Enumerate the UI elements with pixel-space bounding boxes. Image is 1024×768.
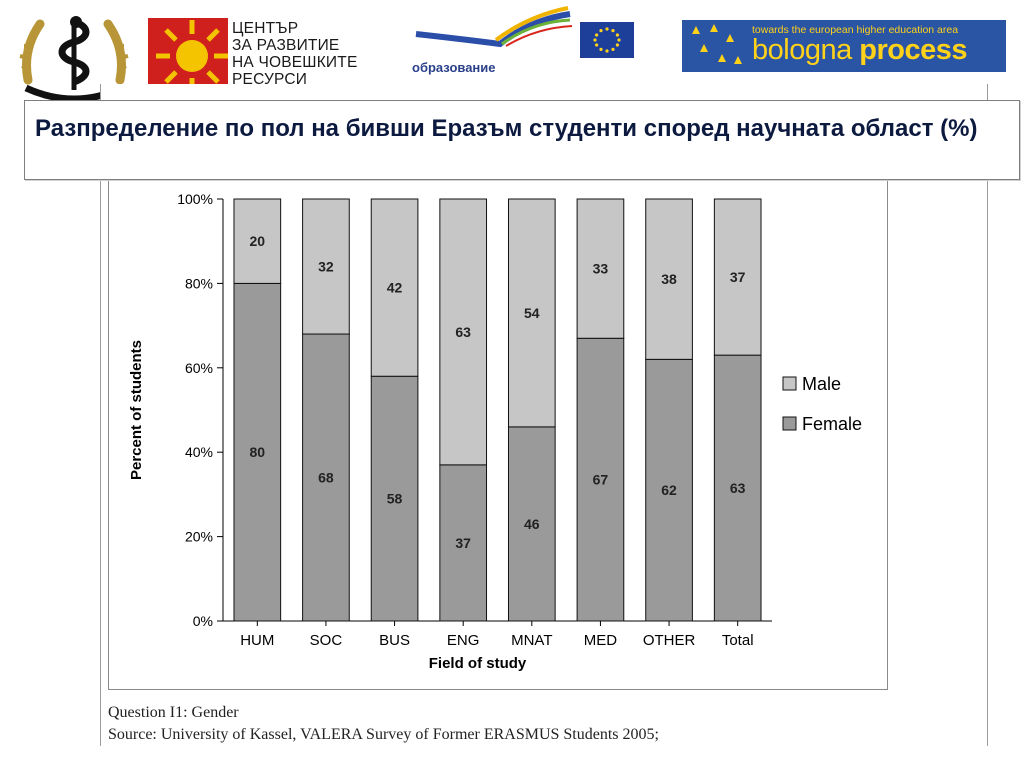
y-tick-label: 80% [185,275,213,291]
x-tick-label: HUM [240,632,274,649]
data-label: 42 [387,280,403,296]
data-label: 33 [593,261,609,277]
bar-segment-male [302,198,350,335]
org-line-2: ЗА РАЗВИТИЕ [232,37,340,54]
eu-flag-icon [580,22,634,58]
org-line-3: НА ЧОВЕШКИТЕ [232,54,358,71]
x-tick-label: ENG [447,632,480,649]
snake-staff-icon [19,16,129,103]
data-label: 20 [250,233,266,249]
title-box: Разпределение по пол на бивши Еразъм сту… [24,100,1020,180]
bologna-name-bold: process [859,34,968,66]
sun-icon [148,18,228,90]
legend-swatch-male [782,376,797,391]
stars-icon [692,24,742,64]
data-label: 62 [661,482,677,498]
y-tick-label: 60% [185,360,213,376]
swoosh-icon [415,6,573,48]
x-axis-title: Field of study [429,655,527,672]
data-label: 38 [661,271,677,287]
center-org-name: ЦЕНТЪР ЗА РАЗВИТИЕ НА ЧОВЕШКИТЕ РЕСУРСИ [232,20,392,88]
x-tick-label: Total [722,632,754,649]
data-label: 37 [455,535,471,551]
lifelong-learning-logo: образование [410,0,642,92]
bologna-tagline: towards the european higher education ar… [752,24,959,36]
stacked-bar-chart: 0% 20% 40% 60% 80% 100% 80 20 HUM 68 32 SOC 58 42 BUS 3… [128,191,862,672]
y-axis-title: Percent of students [128,340,145,480]
x-tick-label: OTHER [643,632,696,649]
x-tick-label: SOC [310,632,343,649]
university-seal-logo [18,10,130,103]
data-label: 63 [455,324,471,340]
x-tick-label: MED [584,632,618,649]
x-tick-label: MNAT [511,632,552,649]
chart-container: 0% 20% 40% 60% 80% 100% 80 20 HUM 68 32 SOC 58 42 BUS 3… [108,170,888,690]
data-label: 32 [318,259,334,275]
bar-segment-female [576,337,625,622]
bar-segment-female [645,358,693,622]
source-note: Source: University of Kassel, VALERA Sur… [108,726,659,743]
bar-segment-female [370,375,419,622]
data-label: 80 [250,444,266,460]
program-text: образование [412,60,496,75]
data-label: 37 [730,269,746,285]
bar-segment-male [576,198,625,339]
y-tick-label: 0% [193,613,213,629]
y-tick-label: 20% [185,529,213,545]
legend-label-female: Female [802,414,862,434]
human-resources-center-logo: ЦЕНТЪР ЗА РАЗВИТИЕ НА ЧОВЕШКИТЕ РЕСУРСИ [148,18,392,90]
bar-segment-male [439,198,488,466]
data-label: 54 [524,305,540,321]
y-tick-label: 40% [185,444,213,460]
data-label: 58 [387,491,403,507]
bar-segment-female [507,426,556,622]
bologna-process-logo: towards the european higher education ar… [682,20,1006,72]
bar-segment-male [370,198,419,377]
data-label: 63 [730,480,746,496]
bar-segment-female [439,464,488,622]
bar-segment-male [645,198,693,360]
data-label: 67 [593,472,609,488]
org-line-1: ЦЕНТЪР [232,20,299,37]
bar-segment-male [713,198,762,356]
bologna-name: bologna process [752,34,968,67]
legend-swatch-female [782,416,797,431]
bar-segment-male [233,198,282,284]
legend-label-male: Male [802,374,841,394]
org-line-4: РЕСУРСИ [232,71,308,88]
y-tick-label: 100% [177,191,213,207]
question-note: Question I1: Gender [108,704,239,721]
bar-segment-female [713,354,762,622]
bar-segment-male [507,198,556,428]
bologna-name-light: bologna [752,34,860,66]
data-label: 46 [524,516,540,532]
slide-title: Разпределение по пол на бивши Еразъм сту… [35,115,978,142]
x-tick-label: BUS [379,632,410,649]
data-label: 68 [318,470,334,486]
